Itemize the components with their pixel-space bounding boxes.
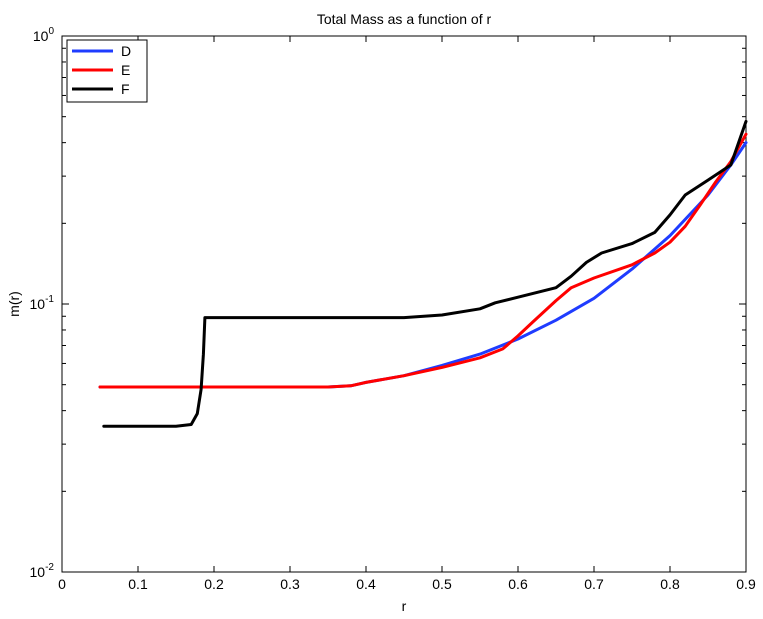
chart-title: Total Mass as a function of r — [317, 11, 492, 27]
series-line-e — [98, 132, 748, 389]
x-tick-label: 0.4 — [356, 576, 376, 592]
plot-area-frame — [61, 35, 747, 573]
ticks-layer: 0 0.1 0.2 0.3 0.4 0.5 0.6 0.7 0.8 0.9 10-2 10-1 100 — [30, 26, 756, 592]
legend-label-e: E — [121, 62, 130, 78]
x-tick-label: 0.3 — [280, 576, 300, 592]
series-line-f — [102, 119, 748, 428]
x-tick-label: 0.6 — [508, 576, 528, 592]
x-axis-label: r — [402, 598, 407, 614]
y-tick-label: 100 — [33, 26, 55, 44]
series-layer — [98, 119, 748, 428]
y-axis-label: m(r) — [6, 291, 22, 317]
y-tick-label: 10-1 — [30, 294, 55, 312]
legend-label-d: D — [121, 43, 131, 59]
legend: DEF — [66, 39, 148, 103]
x-tick-label: 0.8 — [660, 576, 680, 592]
legend-label-f: F — [121, 81, 130, 97]
x-tick-label: 0.5 — [432, 576, 452, 592]
x-tick-label: 0.2 — [204, 576, 224, 592]
x-tick-label: 0 — [58, 576, 66, 592]
x-tick-label: 0.1 — [128, 576, 148, 592]
x-tick-label: 0.7 — [584, 576, 604, 592]
x-tick-label: 0.9 — [736, 576, 756, 592]
y-tick-label: 10-2 — [30, 562, 55, 580]
